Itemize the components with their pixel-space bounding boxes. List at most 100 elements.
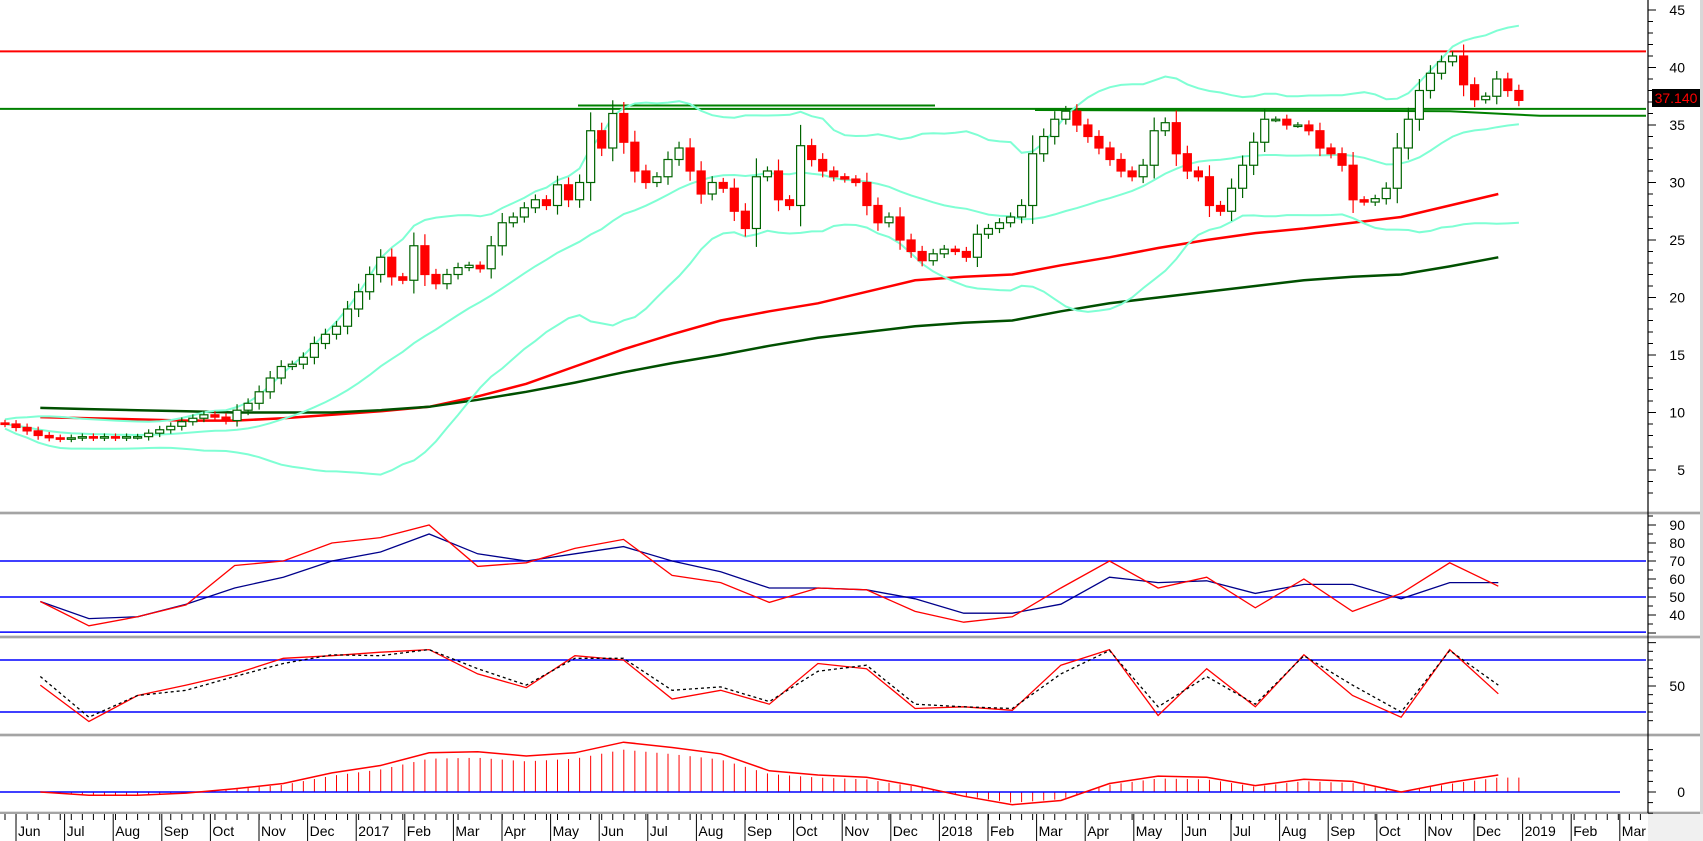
candle bbox=[1425, 65, 1436, 99]
candle bbox=[1414, 79, 1425, 131]
candle bbox=[1370, 194, 1380, 206]
candle bbox=[1226, 178, 1237, 222]
candle bbox=[1348, 152, 1358, 213]
candle-body bbox=[1514, 89, 1524, 101]
candle-body bbox=[1304, 124, 1314, 132]
candle-body bbox=[1381, 187, 1391, 200]
candle-body bbox=[873, 204, 883, 224]
candle bbox=[331, 320, 342, 340]
candle-body bbox=[121, 436, 132, 439]
candle bbox=[1492, 70, 1502, 105]
candle bbox=[685, 138, 695, 181]
candle-body bbox=[994, 222, 1005, 230]
candle-body bbox=[928, 253, 938, 262]
candle bbox=[574, 174, 585, 208]
last-price-box bbox=[1652, 89, 1700, 107]
x-tick-label: Nov bbox=[1427, 823, 1452, 839]
candle-body bbox=[387, 256, 397, 278]
x-tick-label: Sep bbox=[747, 823, 772, 839]
candle-body bbox=[972, 233, 983, 258]
price-tick-label: 20 bbox=[1669, 290, 1685, 306]
candle bbox=[829, 166, 839, 182]
candle-body bbox=[309, 342, 319, 358]
candle bbox=[1403, 107, 1413, 160]
candle bbox=[1359, 196, 1369, 206]
candle bbox=[895, 207, 905, 250]
candle-body bbox=[0, 422, 10, 426]
candle-body bbox=[99, 436, 110, 439]
candle bbox=[1050, 111, 1060, 145]
candle bbox=[873, 197, 883, 231]
candle-body bbox=[1271, 118, 1281, 122]
x-tick-label: Oct bbox=[1379, 823, 1401, 839]
candle bbox=[530, 194, 541, 214]
candle-body bbox=[1326, 147, 1336, 155]
candle bbox=[1127, 166, 1137, 182]
candle-body bbox=[320, 333, 331, 345]
candle bbox=[1171, 110, 1181, 166]
candle-body bbox=[1005, 216, 1016, 224]
candle-body bbox=[718, 181, 728, 189]
candle-body bbox=[365, 273, 375, 293]
rsi-signal-line bbox=[40, 533, 1499, 620]
rsi-panel[interactable] bbox=[0, 524, 1646, 633]
candle bbox=[199, 410, 209, 423]
x-tick-label: Aug bbox=[698, 823, 723, 839]
price-tick-label: 15 bbox=[1669, 347, 1685, 363]
candle-body bbox=[475, 264, 485, 270]
candle bbox=[33, 426, 43, 440]
candle-body bbox=[188, 417, 198, 423]
candle-body bbox=[1138, 164, 1148, 178]
candle-body bbox=[254, 391, 264, 404]
candle-body bbox=[1215, 204, 1226, 212]
stochastic-panel[interactable] bbox=[0, 648, 1646, 723]
candle bbox=[254, 385, 264, 410]
macd-panel[interactable] bbox=[0, 741, 1620, 806]
x-tick-label: Mar bbox=[1039, 823, 1063, 839]
candle-body bbox=[177, 421, 187, 427]
candle bbox=[210, 411, 220, 421]
candle bbox=[497, 212, 507, 256]
x-tick-label: Feb bbox=[407, 823, 431, 839]
candle bbox=[862, 172, 872, 216]
x-tick-label: Aug bbox=[1282, 823, 1307, 839]
price-tick-label: 30 bbox=[1669, 175, 1685, 191]
candle-body bbox=[1260, 118, 1270, 143]
candle bbox=[696, 161, 706, 204]
candle-body bbox=[619, 112, 629, 143]
candle-body bbox=[884, 216, 894, 224]
candle-body bbox=[33, 430, 43, 437]
candle-body bbox=[155, 429, 165, 434]
candle-body bbox=[1447, 55, 1458, 63]
candle bbox=[342, 300, 353, 335]
x-tick-label: Nov bbox=[844, 823, 869, 839]
candle-body bbox=[1116, 158, 1126, 172]
candle bbox=[1094, 130, 1104, 155]
candle-body bbox=[1094, 135, 1104, 149]
candle-body bbox=[1193, 170, 1204, 178]
candle-body bbox=[1149, 130, 1159, 166]
candle-body bbox=[232, 409, 242, 422]
candle-body bbox=[663, 158, 673, 178]
candle bbox=[1447, 51, 1458, 67]
candle-body bbox=[1481, 95, 1491, 101]
candle-body bbox=[1182, 153, 1192, 172]
candle-body bbox=[88, 436, 99, 439]
candle-body bbox=[55, 437, 65, 440]
candle-body bbox=[906, 239, 916, 253]
candle bbox=[939, 244, 949, 259]
candle bbox=[707, 176, 717, 201]
candle bbox=[773, 159, 784, 212]
candle-body bbox=[795, 145, 806, 207]
price-panel[interactable] bbox=[0, 24, 1646, 476]
candle bbox=[77, 433, 87, 442]
candle-body bbox=[851, 178, 861, 184]
candle bbox=[1061, 105, 1071, 125]
candle bbox=[365, 266, 375, 300]
candle bbox=[1237, 155, 1248, 199]
candle bbox=[961, 246, 971, 262]
candle bbox=[608, 100, 618, 162]
candle bbox=[1326, 143, 1336, 159]
